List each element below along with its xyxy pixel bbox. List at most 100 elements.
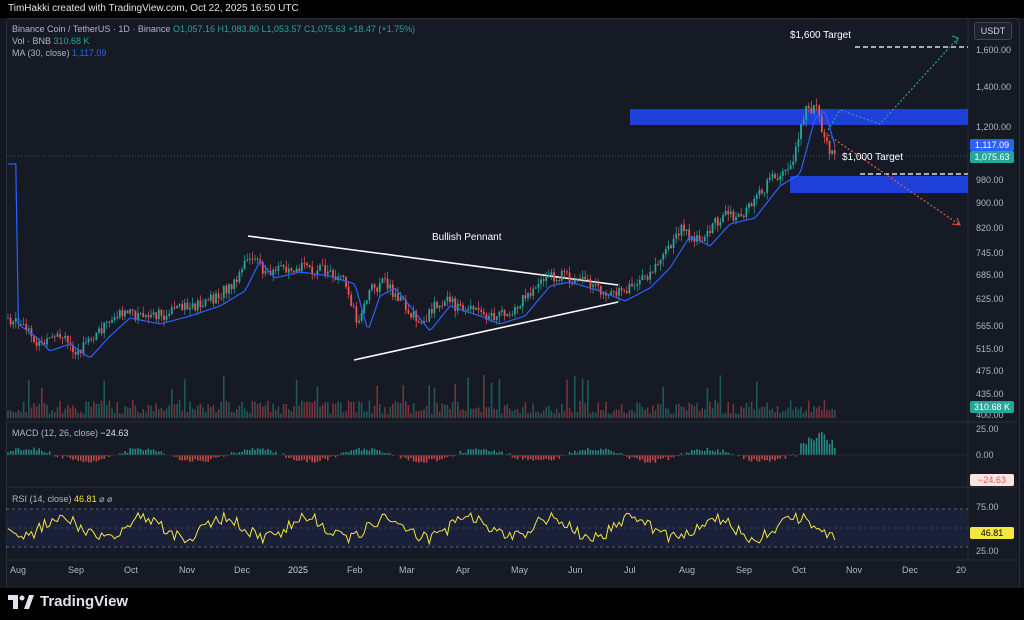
candle-body	[207, 299, 210, 301]
candle-body	[111, 319, 113, 323]
macd-bar	[732, 454, 735, 455]
macd-bar	[293, 455, 295, 460]
volume-bar	[761, 406, 763, 418]
macd-bar	[659, 455, 662, 460]
volume-bar	[371, 413, 373, 418]
candle-body	[196, 300, 199, 311]
candle-body	[85, 342, 87, 343]
candle-body	[199, 300, 202, 307]
macd-bar	[761, 455, 763, 460]
candle-body	[9, 317, 12, 325]
candle-body	[155, 312, 158, 320]
volume-bar	[28, 379, 30, 418]
candle-body	[506, 314, 509, 316]
volume-bar	[831, 408, 833, 418]
macd-bar	[376, 449, 378, 455]
candle-body	[727, 210, 730, 215]
macd-bar	[527, 455, 529, 460]
macd-bar	[191, 455, 194, 462]
macd-bar	[228, 454, 230, 455]
candle-body	[714, 217, 717, 224]
macd-bar	[418, 455, 420, 463]
volume-bar	[459, 410, 462, 418]
macd-bar	[789, 455, 792, 456]
volume-bar	[379, 404, 381, 418]
candle-body	[779, 175, 782, 180]
volume-bar	[134, 405, 137, 418]
candle-body	[189, 307, 191, 310]
volume-bar	[337, 401, 339, 418]
macd-bar	[251, 448, 254, 455]
volume-bar	[428, 385, 430, 418]
volume-bar	[537, 411, 540, 418]
macd-bar	[256, 448, 259, 455]
macd-bar	[490, 451, 493, 455]
candle-body	[293, 270, 295, 273]
volume-bar	[155, 403, 157, 418]
volume-bar	[394, 401, 397, 418]
tradingview-logo[interactable]: TradingView	[8, 593, 128, 610]
volume-bar	[826, 409, 828, 418]
candle-body	[774, 174, 776, 179]
volume-bar	[472, 409, 475, 418]
macd-bar	[792, 453, 794, 455]
volume-bar	[251, 400, 254, 418]
volume-bar	[828, 410, 831, 418]
volume-bar	[626, 413, 628, 418]
volume-bar	[77, 413, 79, 418]
macd-bar	[802, 442, 805, 455]
rsi-tag: 46.81	[970, 527, 1014, 539]
macd-bar	[451, 455, 454, 457]
volume-bar	[649, 413, 651, 418]
macd-bar	[363, 448, 365, 455]
currency-button[interactable]: USDT	[974, 22, 1012, 40]
price-axis-label: 685.00	[976, 270, 1004, 280]
volume-bar	[797, 409, 800, 418]
volume-bar	[834, 409, 836, 418]
volume-bar	[54, 412, 56, 418]
macd-bar	[124, 450, 126, 455]
candle-body	[264, 270, 267, 274]
macd-bar	[698, 450, 701, 455]
macd-bar	[82, 455, 85, 463]
candle-body	[329, 270, 332, 272]
volume-bar	[67, 404, 69, 418]
volume-bar	[415, 411, 417, 418]
bearish-projection	[827, 134, 961, 226]
candle-body	[410, 313, 412, 318]
candle-body	[592, 284, 594, 287]
candle-body	[384, 278, 386, 280]
price-axis-label: 745.00	[976, 248, 1004, 258]
macd-bar	[594, 450, 597, 455]
macd-bar	[493, 450, 495, 455]
volume-bar	[602, 410, 605, 418]
volume-bar	[228, 402, 230, 418]
price-axis-label: 475.00	[976, 366, 1004, 376]
volume-bar	[464, 410, 467, 418]
macd-bar	[641, 455, 644, 460]
volume-bar	[30, 407, 33, 418]
volume-bar	[592, 411, 594, 418]
candle-body	[92, 339, 95, 341]
candle-body	[217, 293, 220, 299]
volume-bar	[771, 408, 774, 418]
candle-body	[212, 294, 215, 304]
time-axis-label: Apr	[456, 565, 471, 575]
candle-body	[527, 293, 529, 299]
macd-bar	[610, 450, 612, 455]
candle-body	[425, 321, 428, 323]
macd-bar	[477, 449, 480, 455]
volume-bar	[308, 401, 311, 418]
macd-bar	[670, 455, 672, 458]
candle-body	[428, 309, 431, 322]
macd-bar	[319, 455, 321, 461]
candle-body	[750, 203, 753, 207]
volume-bar	[358, 401, 360, 418]
candle-body	[826, 137, 828, 141]
macd-bar	[74, 455, 77, 460]
macd-bar	[215, 455, 217, 458]
candle-body	[113, 317, 116, 320]
macd-bar	[581, 450, 584, 455]
candle-body	[688, 229, 691, 241]
